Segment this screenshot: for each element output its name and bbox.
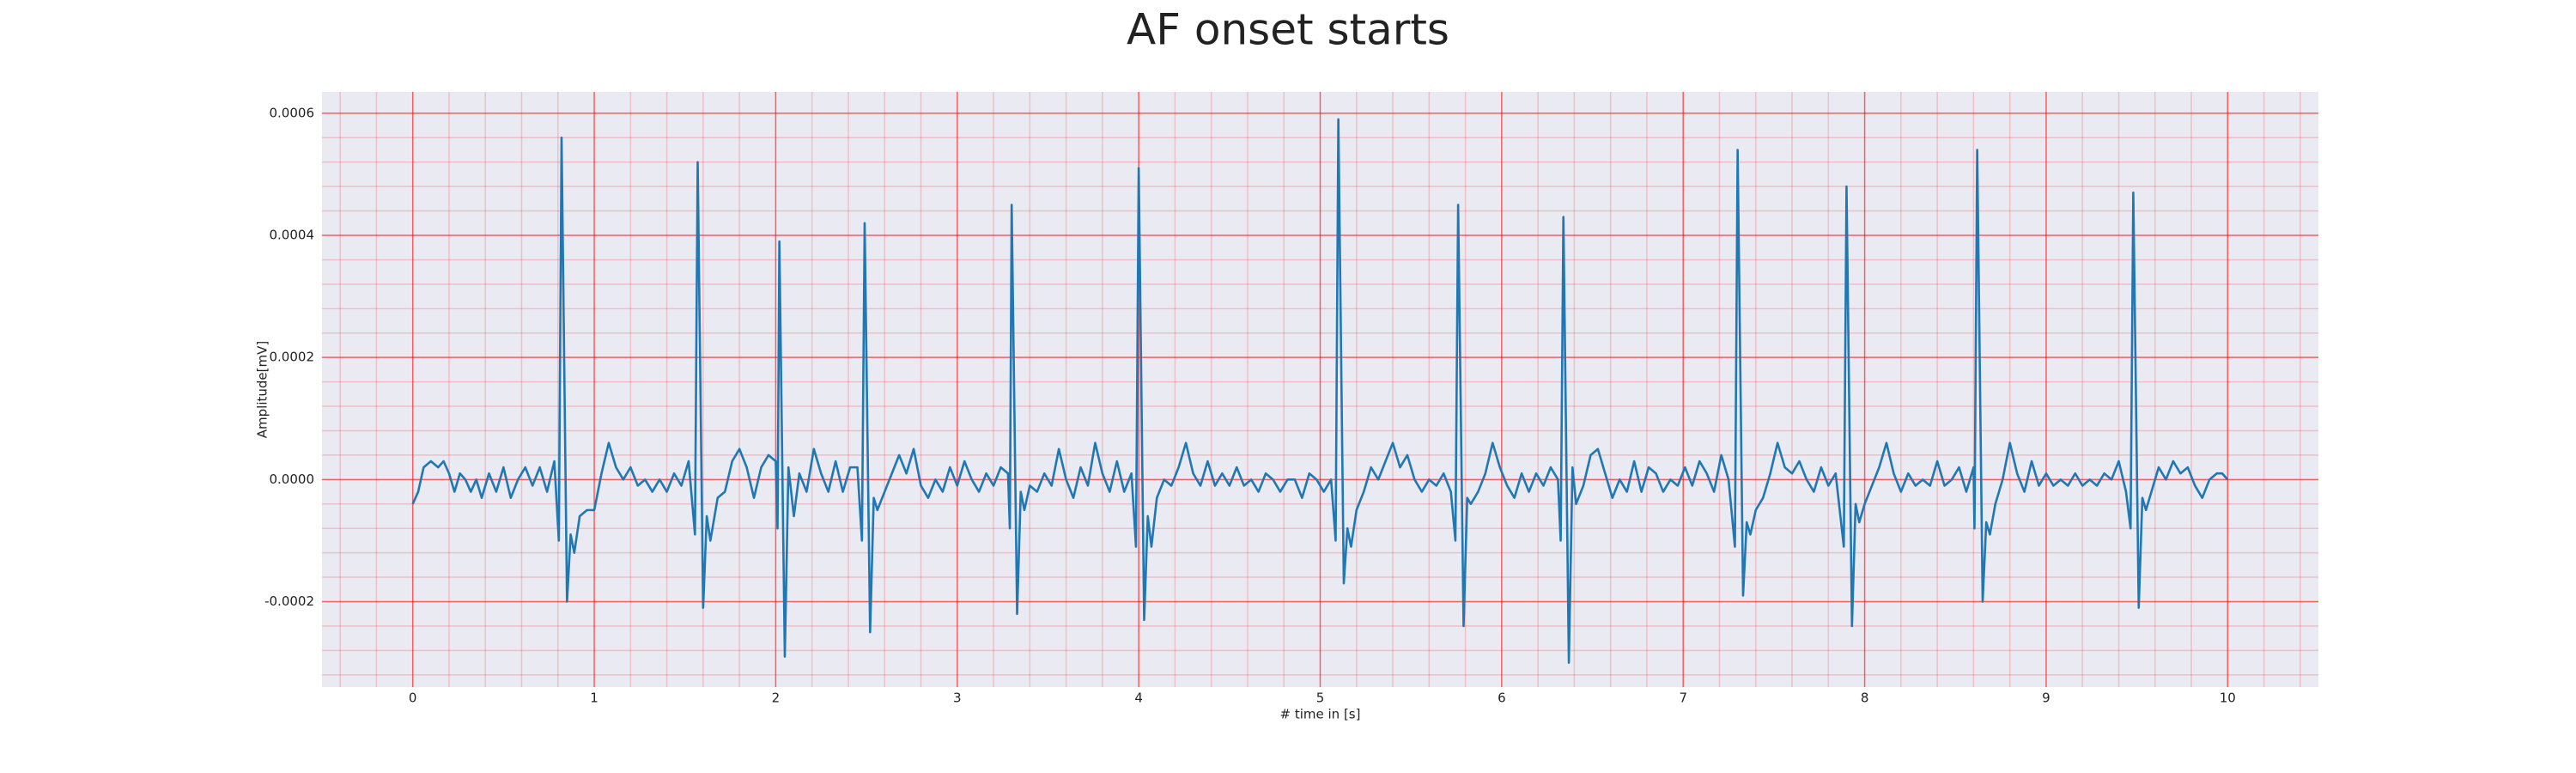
x-tick-label: 10 — [2220, 691, 2236, 706]
y-tick-label: 0.0006 — [270, 105, 315, 120]
y-tick-label: -0.0002 — [264, 593, 314, 609]
chart-title: AF onset starts — [1127, 5, 1449, 55]
y-tick-label: 0.0004 — [270, 228, 315, 243]
y-tick-label: 0.0000 — [270, 472, 315, 487]
signal-line — [411, 118, 2229, 664]
x-tick-label: 8 — [1861, 691, 1869, 706]
x-tick-label: 9 — [2042, 691, 2050, 706]
x-tick-label: 1 — [590, 691, 598, 706]
x-tick-label: 4 — [1134, 691, 1143, 706]
y-tick-label: 0.0002 — [270, 350, 315, 365]
x-tick-label: 0 — [409, 691, 417, 706]
y-axis-label: Amplitude[mV] — [255, 341, 270, 438]
x-tick-label: 5 — [1316, 691, 1325, 706]
x-tick-label: 7 — [1679, 691, 1687, 706]
x-axis-label: # time in [s] — [1280, 707, 1361, 722]
x-tick-label: 6 — [1498, 691, 1506, 706]
x-tick-label: 3 — [953, 691, 962, 706]
x-tick-label: 2 — [772, 691, 781, 706]
